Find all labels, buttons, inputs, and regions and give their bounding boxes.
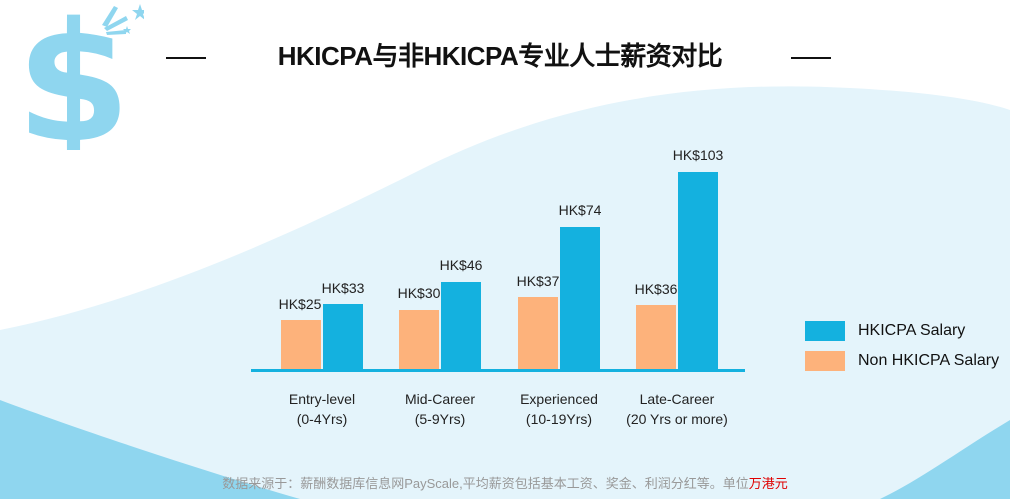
- value-label: HK$36: [634, 281, 678, 297]
- bar-hkicpa-experienced: [560, 227, 600, 370]
- x-label-line2: (10-19Yrs): [525, 411, 593, 427]
- x-axis-label: Mid-Career (5-9Yrs): [375, 389, 505, 429]
- x-axis-label: Experienced (10-19Yrs): [494, 389, 624, 429]
- x-label-line2: (0-4Yrs): [296, 411, 348, 427]
- bar-hkicpa-mid: [441, 282, 481, 370]
- x-label-line1: Experienced: [520, 391, 598, 407]
- legend-swatch-hkicpa: [805, 321, 845, 341]
- value-label: HK$33: [321, 280, 365, 296]
- x-label-line1: Mid-Career: [404, 391, 475, 407]
- x-axis-line: [251, 369, 745, 372]
- legend-label: HKICPA Salary: [858, 322, 966, 339]
- x-axis-label: Late-Career (20 Yrs or more): [612, 389, 742, 429]
- legend-label: Non HKICPA Salary: [858, 352, 1000, 369]
- chart-title: HKICPA与非HKICPA专业人士薪资对比: [277, 41, 723, 71]
- value-label: HK$46: [439, 257, 483, 273]
- title-decor-line-right: [791, 57, 831, 59]
- title-decor-line-left: [166, 57, 206, 59]
- source-footnote: 数据来源于：薪酬数据库信息网PayScale,平均薪资包括基本工资、奖金、利润分…: [0, 473, 1010, 492]
- bar-hkicpa-late: [678, 172, 718, 370]
- bar-hkicpa-entry: [323, 304, 363, 370]
- bar-non-hkicpa-late: [636, 305, 676, 370]
- legend-swatch-non-hkicpa: [805, 351, 845, 371]
- title-row: HKICPA与非HKICPA专业人士薪资对比: [0, 36, 1010, 80]
- bar-non-hkicpa-entry: [281, 320, 321, 370]
- bar-non-hkicpa-experienced: [518, 297, 558, 370]
- value-label: HK$37: [516, 273, 560, 289]
- x-label-line1: Late-Career: [639, 391, 715, 407]
- x-axis-label: Entry-level (0-4Yrs): [257, 389, 387, 429]
- x-label-line2: (5-9Yrs): [414, 411, 466, 427]
- x-label-line2: (20 Yrs or more): [626, 411, 728, 427]
- value-label: HK$25: [278, 296, 322, 312]
- bar-non-hkicpa-mid: [399, 310, 439, 370]
- value-label: HK$74: [558, 202, 602, 218]
- footnote-unit: 万港元: [748, 476, 788, 491]
- dollar-sign-icon: $: [16, 0, 144, 150]
- footnote-text: 数据来源于：薪酬数据库信息网PayScale,平均薪资包括基本工资、奖金、利润分…: [222, 476, 749, 491]
- x-label-line1: Entry-level: [288, 391, 356, 407]
- value-label: HK$30: [397, 285, 441, 301]
- value-label: HK$103: [672, 147, 724, 163]
